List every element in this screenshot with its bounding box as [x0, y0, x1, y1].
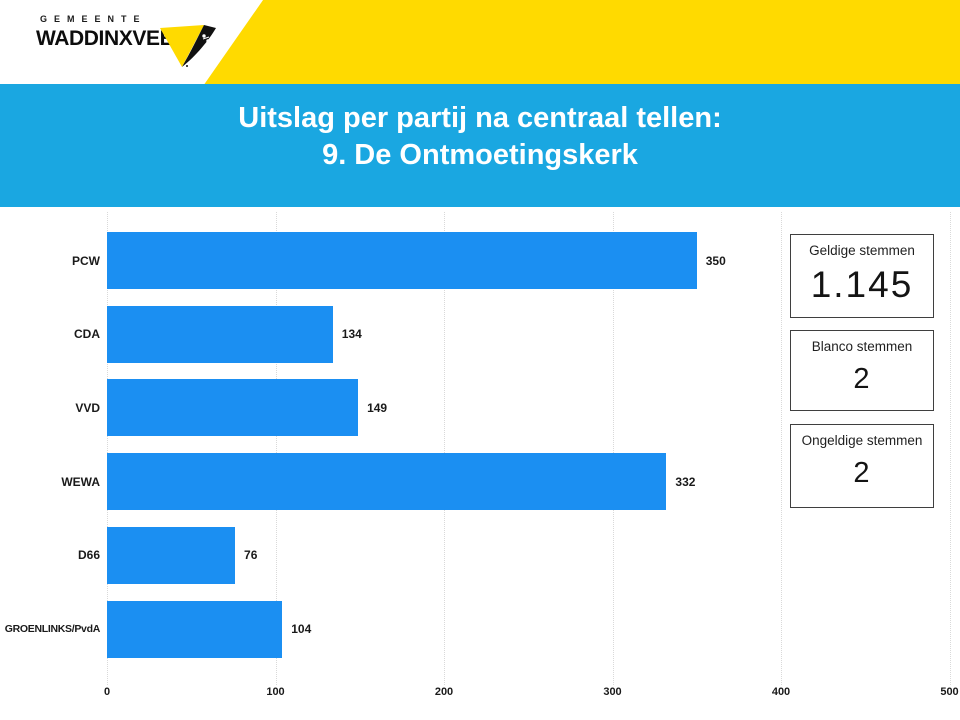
value-label: 350: [705, 253, 726, 268]
stat-box-valid-votes: Geldige stemmen 1.145: [790, 234, 934, 318]
logo-title: WADDINXVEEN: [36, 27, 188, 50]
yellow-wedge-decoration: [204, 0, 960, 84]
gridline-x-0: [107, 212, 108, 685]
gridline-x-100: [275, 212, 277, 685]
value-label: 104: [291, 622, 312, 636]
category-label: PCW: [72, 253, 100, 268]
stat-box-blank-votes: Blanco stemmen 2: [790, 330, 934, 411]
stat-label: Blanco stemmen: [811, 339, 913, 354]
bar-groenlinks-pvda: [107, 600, 283, 658]
stat-value: 2: [853, 457, 871, 489]
slide-title-line1: Uitslag per partij na centraal tellen:: [238, 102, 722, 134]
municipality-logo: GEMEENTE WADDINXVEEN: [36, 14, 226, 72]
x-tick-label: 100: [266, 686, 285, 698]
x-tick-label: 300: [603, 686, 622, 698]
stat-label: Geldige stemmen: [809, 243, 915, 258]
gridline-x-200: [444, 212, 445, 685]
bar-cda: [107, 305, 333, 363]
value-label: 149: [367, 400, 388, 415]
value-label: 134: [341, 327, 362, 342]
gridline-x-300: [612, 212, 614, 685]
gridline-x-400: [781, 212, 782, 685]
x-tick-label: 0: [103, 686, 111, 698]
stat-label: Ongeldige stemmen: [801, 433, 923, 448]
gridline-x-500: [949, 212, 951, 685]
x-tick-label: 400: [771, 686, 791, 698]
bar-pcw: [107, 232, 697, 289]
category-label: WEWA: [61, 474, 100, 489]
category-label: D66: [77, 548, 100, 563]
value-label: 332: [675, 474, 696, 489]
sail-logo-icon: [160, 25, 216, 67]
x-tick-label: 200: [434, 686, 454, 698]
stat-box-invalid-votes: Ongeldige stemmen 2: [790, 424, 934, 508]
x-tick-label: 500: [940, 686, 959, 698]
category-label: GROENLINKS/PvdA: [4, 623, 101, 635]
logo-supertitle: GEMEENTE: [40, 14, 147, 24]
title-band: Uitslag per partij na centraal tellen: 9…: [0, 84, 960, 207]
stat-value: 1.145: [810, 264, 914, 305]
bar-vvd: [107, 379, 359, 437]
header-band: GEMEENTE WADDINXVEEN: [0, 0, 960, 84]
stat-value: 2: [853, 363, 871, 395]
value-label: 76: [244, 548, 258, 563]
bar-d66: [107, 526, 236, 584]
slide-title-line2: 9. De Ontmoetingskerk: [322, 139, 638, 171]
category-label: VVD: [75, 400, 100, 415]
category-label: CDA: [74, 327, 100, 342]
bar-wewa: [107, 453, 667, 511]
